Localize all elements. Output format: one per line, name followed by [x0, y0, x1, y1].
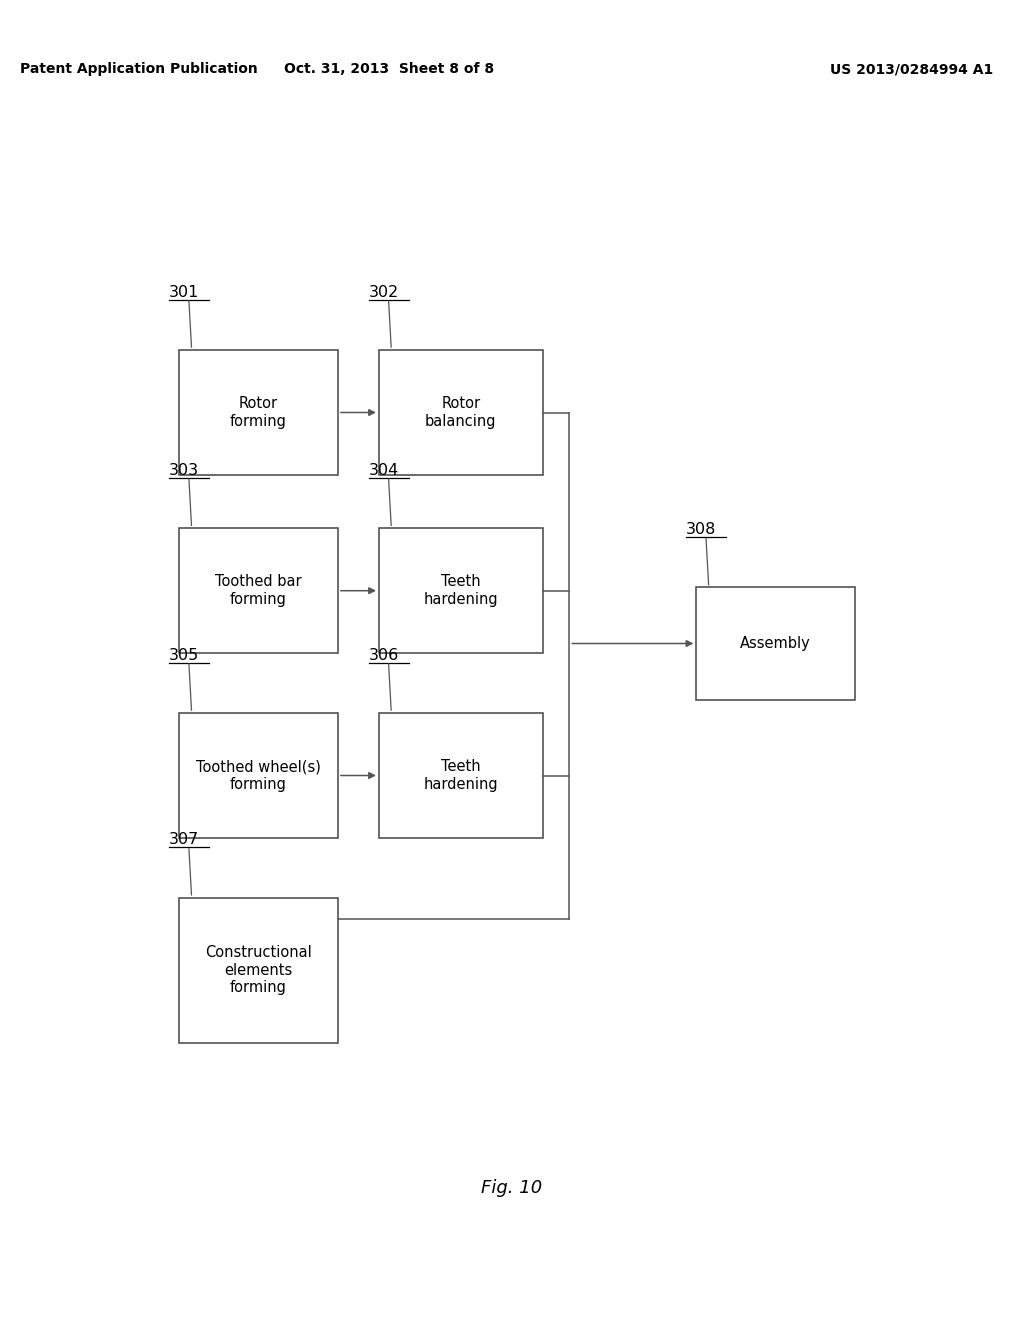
Text: 305: 305 — [169, 648, 200, 663]
Bar — [379, 528, 543, 653]
Text: Rotor
balancing: Rotor balancing — [425, 396, 497, 429]
Bar — [179, 713, 338, 838]
Text: US 2013/0284994 A1: US 2013/0284994 A1 — [830, 62, 993, 77]
Text: Fig. 10: Fig. 10 — [481, 1179, 543, 1197]
Text: 306: 306 — [369, 648, 399, 663]
Text: Constructional
elements
forming: Constructional elements forming — [205, 945, 312, 995]
Text: Patent Application Publication: Patent Application Publication — [20, 62, 258, 77]
Bar — [379, 713, 543, 838]
Bar — [179, 350, 338, 475]
Text: 301: 301 — [169, 285, 200, 300]
Text: 304: 304 — [369, 463, 399, 478]
Text: Teeth
hardening: Teeth hardening — [424, 574, 498, 607]
Text: Toothed wheel(s)
forming: Toothed wheel(s) forming — [197, 759, 321, 792]
Bar — [179, 528, 338, 653]
Text: Rotor
forming: Rotor forming — [230, 396, 287, 429]
Text: 307: 307 — [169, 833, 200, 847]
Text: 308: 308 — [686, 523, 717, 537]
Text: Teeth
hardening: Teeth hardening — [424, 759, 498, 792]
Text: 303: 303 — [169, 463, 199, 478]
Bar — [379, 350, 543, 475]
Bar — [696, 587, 855, 700]
Text: Oct. 31, 2013  Sheet 8 of 8: Oct. 31, 2013 Sheet 8 of 8 — [284, 62, 495, 77]
Text: Assembly: Assembly — [740, 636, 811, 651]
Bar — [179, 898, 338, 1043]
Text: Toothed bar
forming: Toothed bar forming — [215, 574, 302, 607]
Text: 302: 302 — [369, 285, 399, 300]
